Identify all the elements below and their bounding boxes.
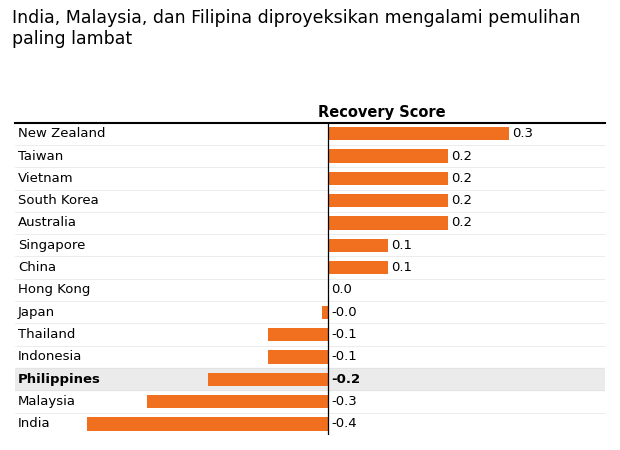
Text: 0.2: 0.2 (451, 172, 472, 185)
Bar (148, 395, 328, 408)
Text: -0.0: -0.0 (331, 306, 356, 319)
Text: India, Malaysia, dan Filipina diproyeksikan mengalami pemulihan
paling lambat: India, Malaysia, dan Filipina diproyeksi… (12, 9, 581, 48)
Text: Japan: Japan (18, 306, 55, 319)
Text: Philippines: Philippines (18, 373, 101, 386)
Text: -0.4: -0.4 (331, 417, 356, 430)
Text: 0.1: 0.1 (391, 239, 412, 252)
Text: -0.3: -0.3 (331, 395, 357, 408)
Bar (15, 368, 605, 390)
Text: India: India (18, 417, 51, 430)
Text: -0.2: -0.2 (331, 373, 360, 386)
Text: Singapore: Singapore (18, 239, 86, 252)
Bar (328, 261, 388, 274)
Text: 0.3: 0.3 (512, 127, 533, 140)
Text: Vietnam: Vietnam (18, 172, 74, 185)
Text: -0.1: -0.1 (331, 351, 357, 364)
Text: -0.1: -0.1 (331, 328, 357, 341)
Text: 0.2: 0.2 (451, 149, 472, 162)
Text: Indonesia: Indonesia (18, 351, 82, 364)
Bar (322, 306, 328, 319)
Text: Australia: Australia (18, 216, 77, 230)
Text: Thailand: Thailand (18, 328, 76, 341)
Bar (328, 194, 448, 207)
Bar (328, 216, 448, 230)
Text: 0.2: 0.2 (451, 194, 472, 207)
Text: Hong Kong: Hong Kong (18, 284, 91, 297)
Bar (328, 171, 448, 185)
Text: 0.0: 0.0 (331, 284, 352, 297)
Text: 0.1: 0.1 (391, 261, 412, 274)
Bar (87, 417, 328, 431)
Text: Malaysia: Malaysia (18, 395, 76, 408)
Text: Recovery Score: Recovery Score (318, 105, 446, 120)
Text: New Zealand: New Zealand (18, 127, 105, 140)
Bar (328, 127, 508, 140)
Bar (328, 149, 448, 163)
Text: Taiwan: Taiwan (18, 149, 63, 162)
Text: 0.2: 0.2 (451, 216, 472, 230)
Text: China: China (18, 261, 56, 274)
Bar (268, 350, 328, 364)
Bar (208, 373, 328, 386)
Bar (268, 328, 328, 341)
Bar (328, 238, 388, 252)
Text: South Korea: South Korea (18, 194, 99, 207)
